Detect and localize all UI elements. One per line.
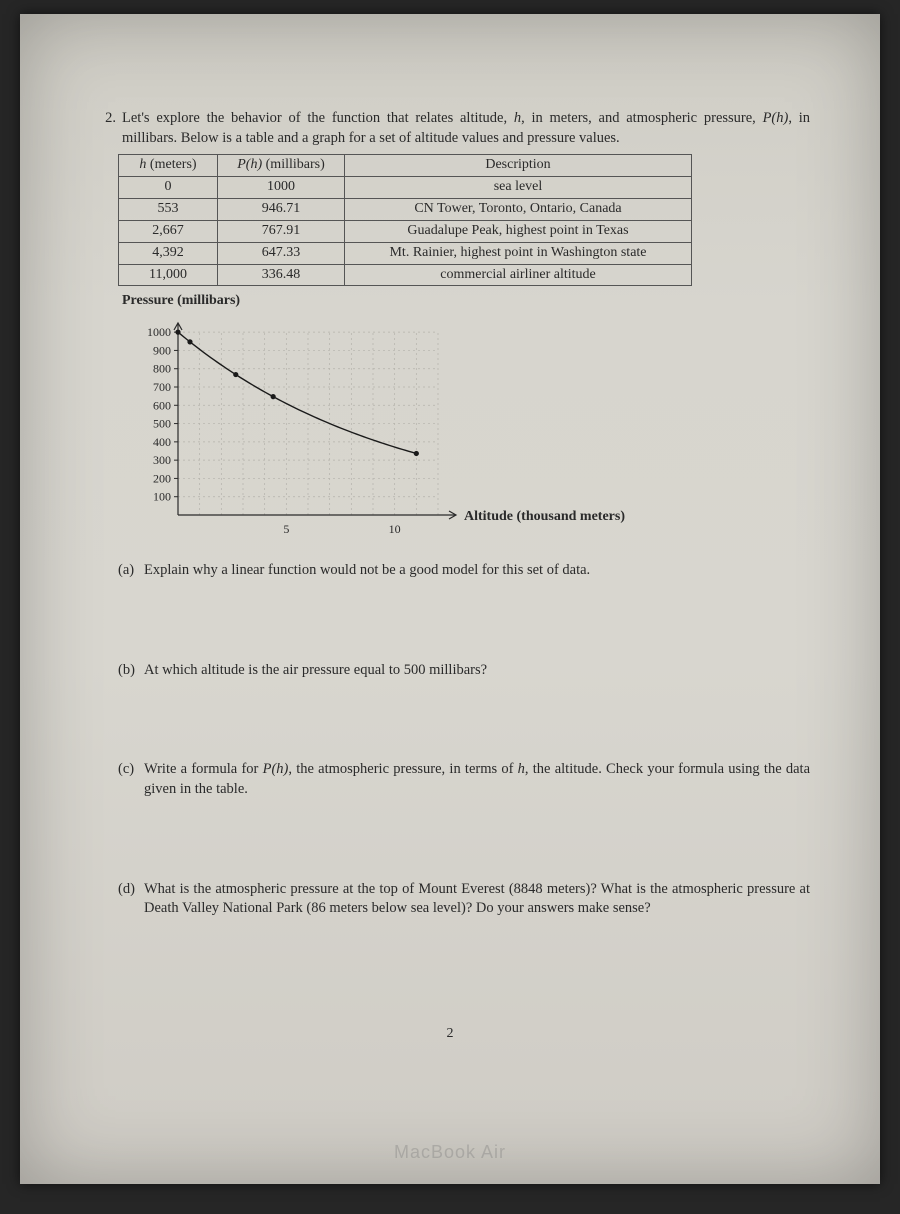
cell-p: 336.48 [218, 264, 345, 286]
var-p: P(h) [763, 110, 789, 126]
cell-desc: sea level [345, 177, 692, 199]
intro-text-b: , in meters, and atmospheric pressure, [521, 110, 762, 126]
subq-tag: (a) [118, 561, 144, 581]
col-header-p: P(h) (millibars) [218, 155, 345, 177]
cell-p: 1000 [218, 177, 345, 199]
table-row: 11,000 336.48 commercial airliner altitu… [119, 264, 692, 286]
subq-tag: (d) [118, 880, 144, 900]
subq-body: Explain why a linear function would not … [144, 561, 810, 581]
c-b: , the atmospheric pressure, in terms of [288, 761, 517, 777]
laptop-watermark: MacBook Air [20, 1140, 880, 1164]
problem-number: 2. [90, 109, 122, 129]
cell-desc: CN Tower, Toronto, Ontario, Canada [345, 198, 692, 220]
svg-text:1000: 1000 [147, 326, 171, 340]
col-header-desc: Description [345, 155, 692, 177]
cell-h: 0 [119, 177, 218, 199]
table-row: 553 946.71 CN Tower, Toronto, Ontario, C… [119, 198, 692, 220]
svg-text:400: 400 [153, 435, 171, 449]
cell-h: 4,392 [119, 242, 218, 264]
c-a: Write a formula for [144, 761, 263, 777]
col-p-unit: (millibars) [262, 157, 325, 172]
subq-tag: (b) [118, 661, 144, 681]
svg-text:300: 300 [153, 454, 171, 468]
problem-text: Let's explore the behavior of the functi… [122, 109, 810, 148]
table-header-row: h (meters) P(h) (millibars) Description [119, 155, 692, 177]
cell-h: 2,667 [119, 220, 218, 242]
page-number: 2 [20, 1025, 880, 1044]
subq-tag: (c) [118, 760, 144, 780]
col-header-h: h (meters) [119, 155, 218, 177]
c-var2: h [518, 761, 525, 777]
cell-p: 647.33 [218, 242, 345, 264]
cell-p: 767.91 [218, 220, 345, 242]
svg-text:100: 100 [153, 490, 171, 504]
photo-frame: 2. Let's explore the behavior of the fun… [20, 14, 880, 1184]
table-row: 0 1000 sea level [119, 177, 692, 199]
svg-text:10: 10 [389, 522, 401, 536]
chart-y-title: Pressure (millibars) [122, 292, 810, 311]
cell-h: 553 [119, 198, 218, 220]
problem-intro: 2. Let's explore the behavior of the fun… [90, 109, 810, 148]
subq-body: What is the atmospheric pressure at the … [144, 880, 810, 919]
svg-text:900: 900 [153, 344, 171, 358]
col-p-var: P(h) [237, 157, 262, 172]
subq-body: At which altitude is the air pressure eq… [144, 661, 810, 681]
subq-body: Write a formula for P(h), the atmospheri… [144, 760, 810, 799]
svg-text:Altitude (thousand meters): Altitude (thousand meters) [464, 509, 625, 524]
svg-text:200: 200 [153, 472, 171, 486]
subq-b: (b) At which altitude is the air pressur… [118, 661, 810, 681]
svg-text:500: 500 [153, 417, 171, 431]
cell-h: 11,000 [119, 264, 218, 286]
col-h-unit: (meters) [146, 157, 196, 172]
svg-text:800: 800 [153, 362, 171, 376]
svg-text:600: 600 [153, 399, 171, 413]
subq-d: (d) What is the atmospheric pressure at … [118, 880, 810, 919]
cell-p: 946.71 [218, 198, 345, 220]
table-row: 2,667 767.91 Guadalupe Peak, highest poi… [119, 220, 692, 242]
page-content: 2. Let's explore the behavior of the fun… [20, 14, 880, 1184]
intro-text-a: Let's explore the behavior of the functi… [122, 110, 514, 126]
svg-text:700: 700 [153, 380, 171, 394]
pressure-chart: 1000 900 800 700 600 500 400 300 200 100 5 10 Altitu… [118, 313, 638, 543]
chart-block: Pressure (millibars) 1000 900 800 700 600 500… [118, 292, 810, 543]
table-row: 4,392 647.33 Mt. Rainier, highest point … [119, 242, 692, 264]
subq-a: (a) Explain why a linear function would … [118, 561, 810, 581]
subq-c: (c) Write a formula for P(h), the atmosp… [118, 760, 810, 799]
data-table: h (meters) P(h) (millibars) Description … [118, 154, 692, 286]
c-var: P(h) [263, 761, 289, 777]
svg-text:5: 5 [283, 522, 289, 536]
cell-desc: Guadalupe Peak, highest point in Texas [345, 220, 692, 242]
cell-desc: Mt. Rainier, highest point in Washington… [345, 242, 692, 264]
cell-desc: commercial airliner altitude [345, 264, 692, 286]
